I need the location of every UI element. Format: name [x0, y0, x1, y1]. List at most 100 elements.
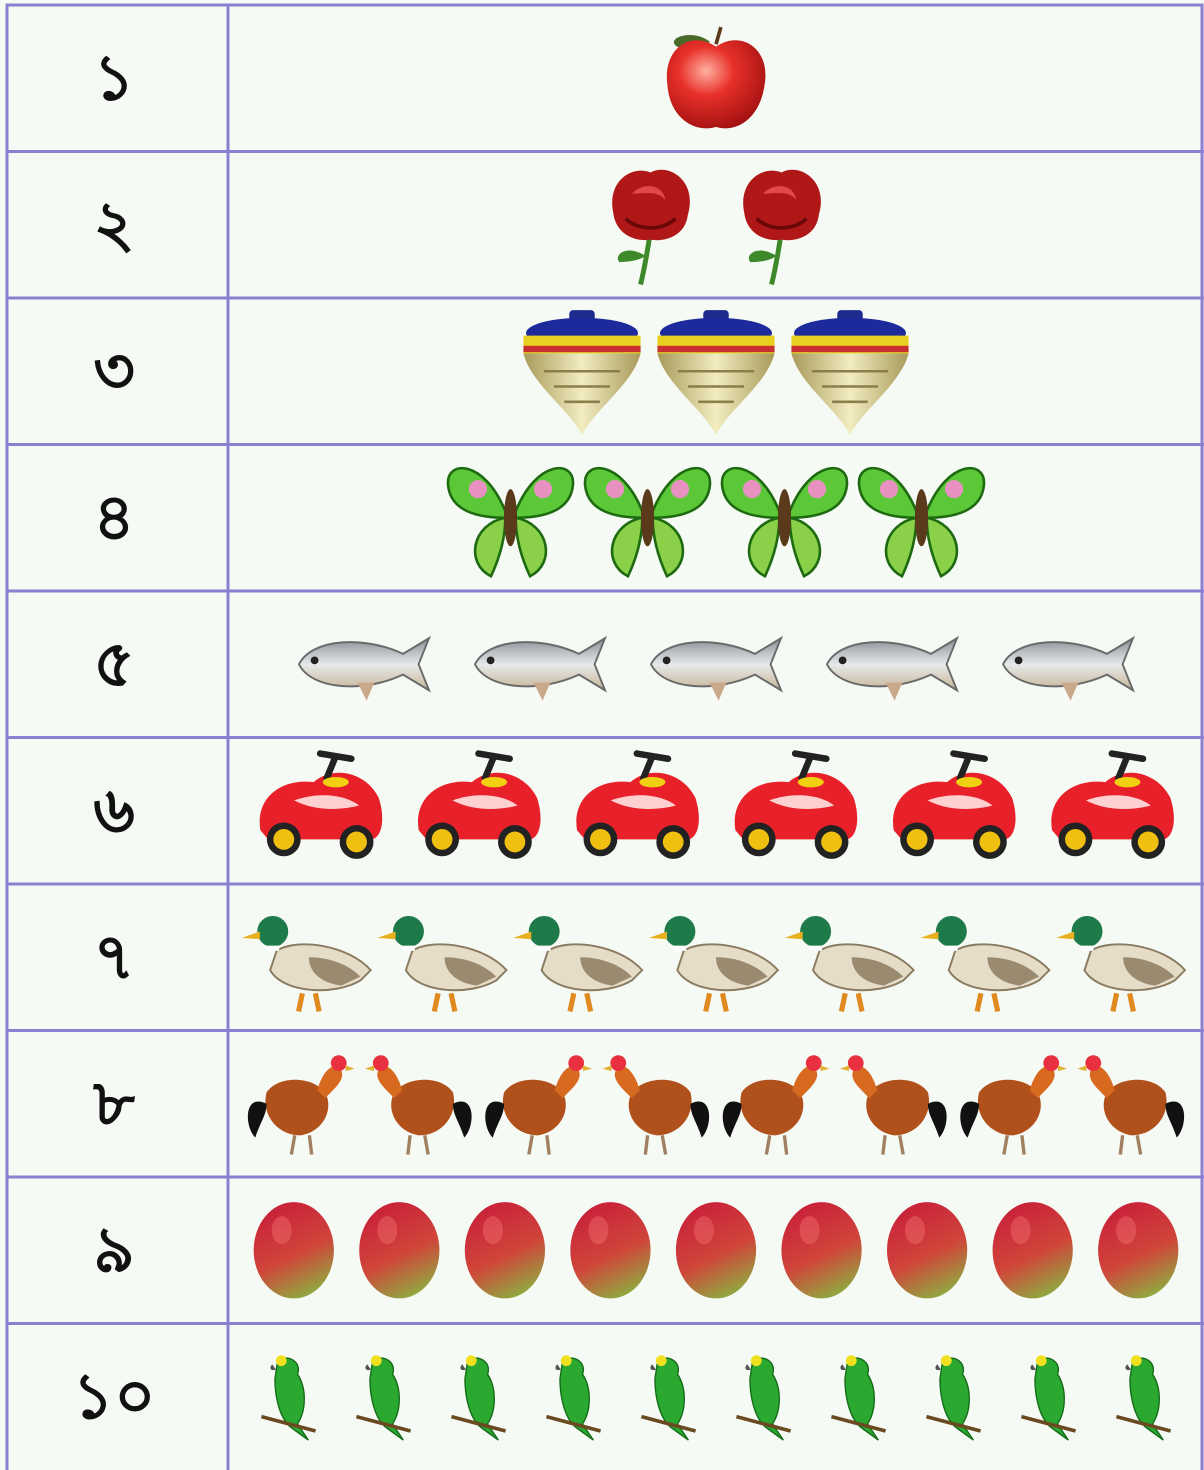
item-part: [270, 1364, 276, 1371]
item-part: [762, 186, 797, 200]
item-part: [714, 26, 723, 45]
item-part: [481, 776, 508, 788]
item-part: [992, 1202, 1073, 1299]
item-part: [528, 915, 560, 947]
item-part: [1125, 1364, 1131, 1371]
item-part: [791, 353, 909, 435]
item-part: [247, 1101, 267, 1138]
item-part: [1056, 931, 1075, 940]
item-part: [977, 1079, 1041, 1136]
item-part: [821, 831, 842, 853]
item-part: [289, 1135, 314, 1155]
item-part: [260, 1414, 317, 1433]
count-item: [743, 169, 821, 286]
item-part: [655, 1355, 667, 1367]
item-part: [960, 1101, 980, 1138]
item-part: [799, 1216, 820, 1245]
item-part: [935, 915, 967, 947]
item-part: [588, 1216, 609, 1245]
item-part: [944, 945, 958, 951]
count-item: [545, 1355, 602, 1441]
item-part: [1130, 1355, 1142, 1367]
item-part: [559, 1357, 594, 1441]
item-part: [974, 992, 1001, 1012]
item-part: [253, 1202, 334, 1299]
item-part: [784, 931, 803, 940]
item-part: [1137, 831, 1159, 853]
item-part: [920, 931, 939, 940]
item-part: [602, 1065, 612, 1072]
item-part: [844, 1357, 879, 1441]
item-part: [1116, 1216, 1137, 1245]
item-part: [364, 1065, 374, 1072]
count-item: [784, 915, 915, 1012]
item-part: [805, 1055, 822, 1072]
item-part: [370, 1355, 382, 1367]
item-part: [513, 931, 532, 940]
item-part: [657, 353, 775, 435]
item-part: [950, 750, 988, 782]
item-part: [664, 915, 696, 947]
item-part: [473, 635, 607, 693]
item-part: [265, 1079, 329, 1136]
item-part: [800, 915, 832, 947]
item-part: [502, 1079, 566, 1136]
item-part: [345, 1065, 355, 1072]
item-part: [1035, 1355, 1047, 1367]
item-part: [614, 1066, 640, 1099]
count-item: [666, 26, 766, 129]
item-part: [631, 186, 666, 200]
item-part: [662, 656, 671, 665]
item-part: [357, 682, 375, 701]
item-part: [807, 480, 827, 499]
count-item: [1001, 635, 1135, 701]
item-part: [402, 945, 415, 951]
item-part: [905, 1216, 926, 1245]
count-item: [355, 1355, 412, 1441]
item-part: [583, 1065, 593, 1072]
item-part: [1030, 1364, 1036, 1371]
item-part: [555, 1364, 561, 1371]
item-part: [1029, 1066, 1055, 1099]
item-part: [838, 992, 865, 1012]
item-part: [590, 828, 611, 850]
item-part: [885, 682, 903, 701]
item-part: [377, 931, 396, 940]
count-item: [450, 1355, 507, 1441]
count-item: [649, 635, 783, 701]
item-part: [735, 1414, 792, 1433]
item-part: [925, 1414, 982, 1433]
item-part: [649, 635, 783, 693]
count-item: [473, 635, 607, 701]
item-part: [935, 1364, 941, 1371]
item-part: [879, 480, 899, 499]
count-item: [640, 1355, 697, 1441]
item-part: [1058, 1065, 1068, 1072]
item-part: [956, 776, 983, 788]
item-part: [610, 516, 644, 579]
count-item: [418, 750, 541, 859]
item-part: [369, 1357, 404, 1441]
count-item: [464, 1202, 545, 1299]
item-part: [274, 1357, 309, 1441]
row-numeral: ৯: [93, 1213, 135, 1287]
count-item: [734, 750, 858, 859]
item-part: [925, 516, 959, 579]
item-part: [792, 1066, 818, 1099]
item-part: [745, 1364, 751, 1371]
count-item: [485, 1055, 593, 1155]
item-part: [693, 1216, 714, 1245]
item-part: [1129, 1357, 1164, 1441]
count-item: [925, 1355, 982, 1441]
item-part: [809, 945, 823, 951]
item-part: [1110, 992, 1136, 1012]
item-part: [1034, 1357, 1069, 1441]
item-part: [654, 1357, 689, 1441]
item-part: [748, 828, 770, 850]
count-item: [570, 1202, 651, 1299]
item-part: [764, 1135, 789, 1155]
count-item: [247, 1055, 355, 1155]
item-part: [881, 1135, 905, 1155]
item-part: [1065, 828, 1086, 850]
count-item: [1115, 1355, 1172, 1441]
